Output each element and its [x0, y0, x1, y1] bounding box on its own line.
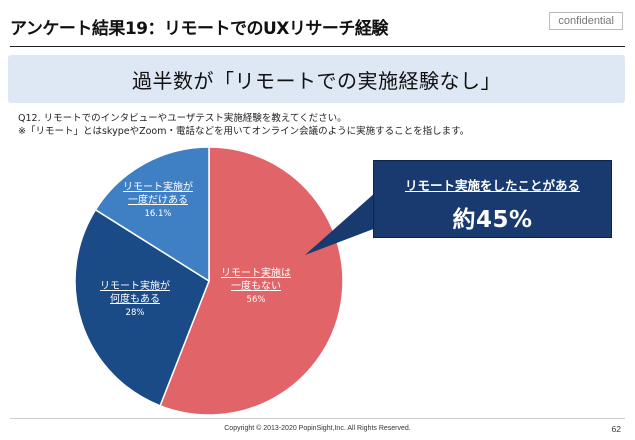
- pie-slice-2: [74, 208, 210, 407]
- slice-label-3-line-2: 一度だけある: [128, 193, 188, 206]
- footer-divider: [10, 418, 625, 419]
- slice-value-1: 56%: [247, 295, 266, 305]
- pie-labels: リモート実施は一度もない56%リモート実施が何度もある28%リモート実施が一度だ…: [100, 180, 291, 318]
- pie-slices: [74, 146, 344, 416]
- pie-slice-3: [94, 146, 210, 283]
- page-title: アンケート結果19：リモートでのUXリサーチ経験: [10, 19, 388, 39]
- callout-pointer: [305, 192, 376, 255]
- callout-box: リモート実施をしたことがある 約45%: [373, 160, 612, 238]
- question-note: ※「リモート」とはskypeやZoom・電話などを用いてオンライン会議のように実…: [18, 126, 470, 137]
- slice-label-2-line-2: 何度もある: [110, 292, 160, 305]
- page-number: 62: [611, 424, 621, 434]
- headline-banner: 過半数が「リモートでの実施経験なし」: [8, 55, 625, 103]
- title-divider: [10, 46, 625, 47]
- slice-label-1-line-2: 一度もない: [231, 279, 281, 292]
- slice-value-3: 16.1%: [144, 209, 171, 219]
- copyright-text: Copyright © 2013-2020 PopinSight,Inc. Al…: [224, 425, 411, 432]
- question-line-1: Q12. リモートでのインタビューやユーザテスト実施経験を教えてください。: [18, 113, 347, 124]
- callout-value: 約45%: [452, 207, 533, 233]
- callout-subtitle: リモート実施をしたことがある: [404, 178, 580, 193]
- confidential-badge: confidential: [549, 12, 623, 30]
- slice-label-3-line-1: リモート実施が: [123, 180, 193, 193]
- pie-slice-1: [159, 146, 344, 416]
- slice-label-1-line-1: リモート実施は: [221, 266, 291, 279]
- slice-value-2: 28%: [126, 308, 145, 318]
- slice-label-2-line-1: リモート実施が: [100, 279, 170, 292]
- question-text: Q12. リモートでのインタビューやユーザテスト実施経験を教えてください。 ※「…: [18, 112, 469, 138]
